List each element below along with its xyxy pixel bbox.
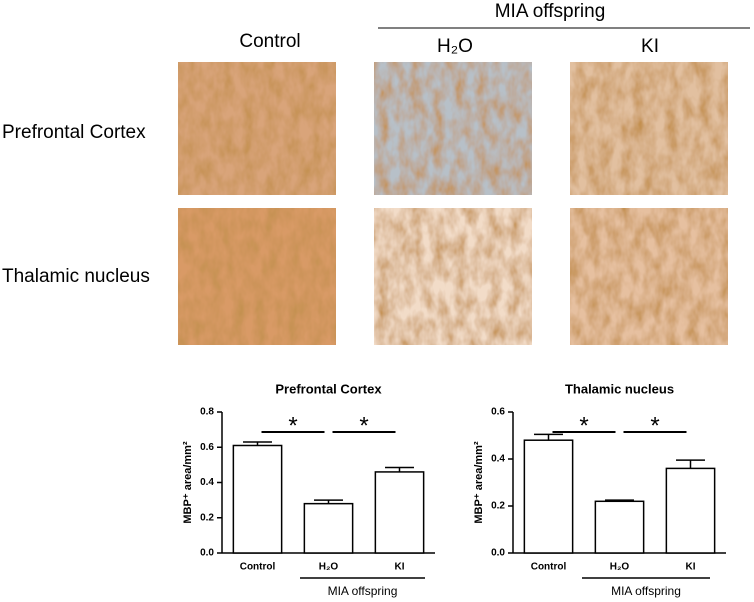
y-tick-label: 0.4 — [491, 454, 505, 465]
bar — [665, 467, 716, 554]
significance-label: * — [288, 412, 297, 439]
micrograph — [570, 208, 728, 345]
micrograph — [374, 208, 532, 345]
y-tick-label: 0.4 — [200, 477, 214, 488]
x-tick-label: H₂O — [610, 562, 630, 573]
bar — [232, 444, 283, 554]
y-tick-label: 0.6 — [491, 407, 505, 418]
y-tick-label: 0.2 — [491, 501, 505, 512]
column-header: H₂O — [437, 36, 473, 57]
x-tick-label: KI — [686, 562, 696, 573]
group-label: MIA offspring — [611, 584, 681, 598]
y-tick-label: 0.2 — [200, 512, 214, 523]
micrograph — [178, 62, 336, 195]
row-label: Thalamic nucleus — [2, 266, 150, 287]
micrographs — [178, 62, 728, 345]
y-tick-label: 0.0 — [200, 548, 214, 559]
x-tick-label: Control — [531, 562, 567, 573]
y-tick-label: 0.8 — [200, 407, 214, 418]
x-tick-label: KI — [395, 562, 405, 573]
y-axis-label: MBP⁺ area/mm² — [473, 441, 485, 524]
bar — [303, 502, 354, 554]
y-axis-label: MBP⁺ area/mm² — [182, 441, 194, 524]
significance-label: * — [359, 412, 368, 439]
column-header: Control — [239, 31, 300, 52]
significance-label: * — [650, 412, 659, 439]
bar — [594, 500, 645, 554]
micrograph — [570, 62, 728, 195]
bar — [523, 439, 574, 554]
chart-title: Prefrontal Cortex — [275, 381, 382, 396]
group-label: MIA offspring — [328, 584, 398, 598]
y-tick-label: 0.6 — [200, 442, 214, 453]
bar — [374, 471, 425, 554]
micrograph — [178, 208, 336, 345]
significance-label: * — [579, 412, 588, 439]
micrograph — [374, 62, 532, 195]
column-header: KI — [641, 36, 659, 57]
x-tick-label: H₂O — [319, 562, 339, 573]
group-header: MIA offspring — [495, 1, 606, 22]
row-label: Prefrontal Cortex — [2, 122, 146, 143]
y-tick-label: 0.0 — [491, 548, 505, 559]
chart-title: Thalamic nucleus — [565, 381, 674, 396]
x-tick-label: Control — [240, 562, 276, 573]
